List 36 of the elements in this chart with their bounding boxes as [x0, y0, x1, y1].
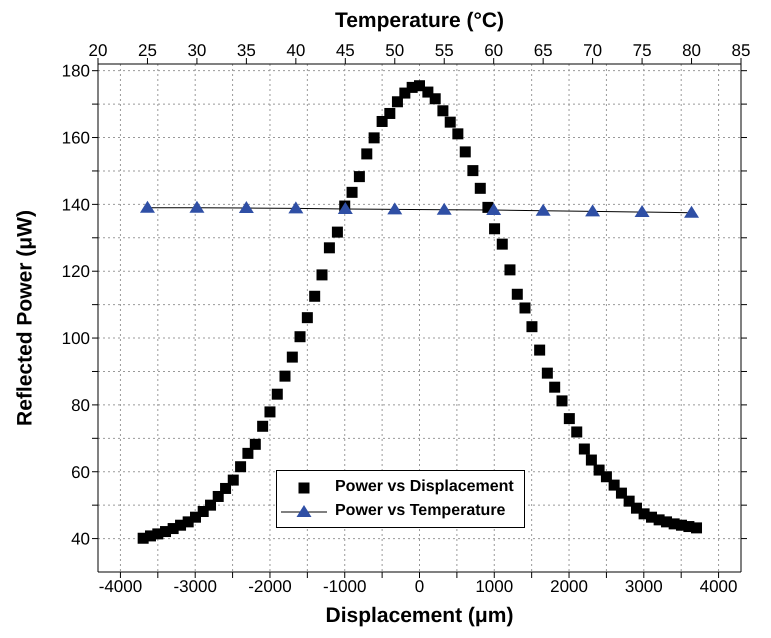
x2-tick-label: 35 — [236, 41, 256, 60]
x-tick-label: 4000 — [700, 577, 738, 596]
x2-tick-label: 25 — [138, 41, 157, 60]
x2-tick-label: 75 — [632, 41, 652, 60]
x-tick-label: -2000 — [248, 577, 292, 596]
x-tick-label: -1000 — [322, 577, 366, 596]
x2-axis-title: Temperature (°C) — [334, 8, 504, 32]
x-tick-label: 0 — [414, 577, 424, 596]
y-tick-label: 40 — [71, 530, 90, 549]
y-tick-label: 140 — [62, 195, 90, 214]
y-tick-label: 80 — [71, 396, 90, 415]
x-tick-label: -4000 — [98, 577, 142, 596]
x-tick-label: 1000 — [475, 577, 514, 596]
x-tick-label: -3000 — [173, 577, 217, 596]
x-axis-title: Displacement (μm) — [326, 604, 514, 627]
y-axis-title: Reflected Power (μW) — [13, 210, 36, 426]
x2-tick-label: 55 — [434, 41, 454, 60]
x2-tick-label: 40 — [286, 41, 306, 60]
y-tick-label: 100 — [62, 329, 90, 348]
x2-tick-label: 80 — [682, 41, 701, 60]
y-tick-label: 180 — [62, 62, 90, 81]
y-tick-label: 160 — [62, 128, 90, 148]
x2-tick-label: 50 — [385, 41, 404, 60]
legend-label: Power vs Temperature — [335, 501, 506, 521]
legend-label: Power vs Displacement — [335, 477, 514, 497]
x-tick-label: 2000 — [550, 577, 588, 596]
x2-tick-label: 60 — [484, 41, 504, 60]
x2-tick-label: 45 — [336, 41, 355, 60]
y-tick-label: 60 — [71, 462, 90, 482]
y-tick-label: 120 — [62, 262, 90, 282]
x2-tick-label: 85 — [732, 41, 750, 60]
x-tick-label: 3000 — [624, 577, 663, 596]
x2-tick-label: 30 — [187, 41, 206, 60]
x2-tick-label: 70 — [583, 41, 602, 60]
x2-tick-label: 20 — [88, 41, 108, 60]
x2-tick-label: 65 — [534, 41, 553, 60]
